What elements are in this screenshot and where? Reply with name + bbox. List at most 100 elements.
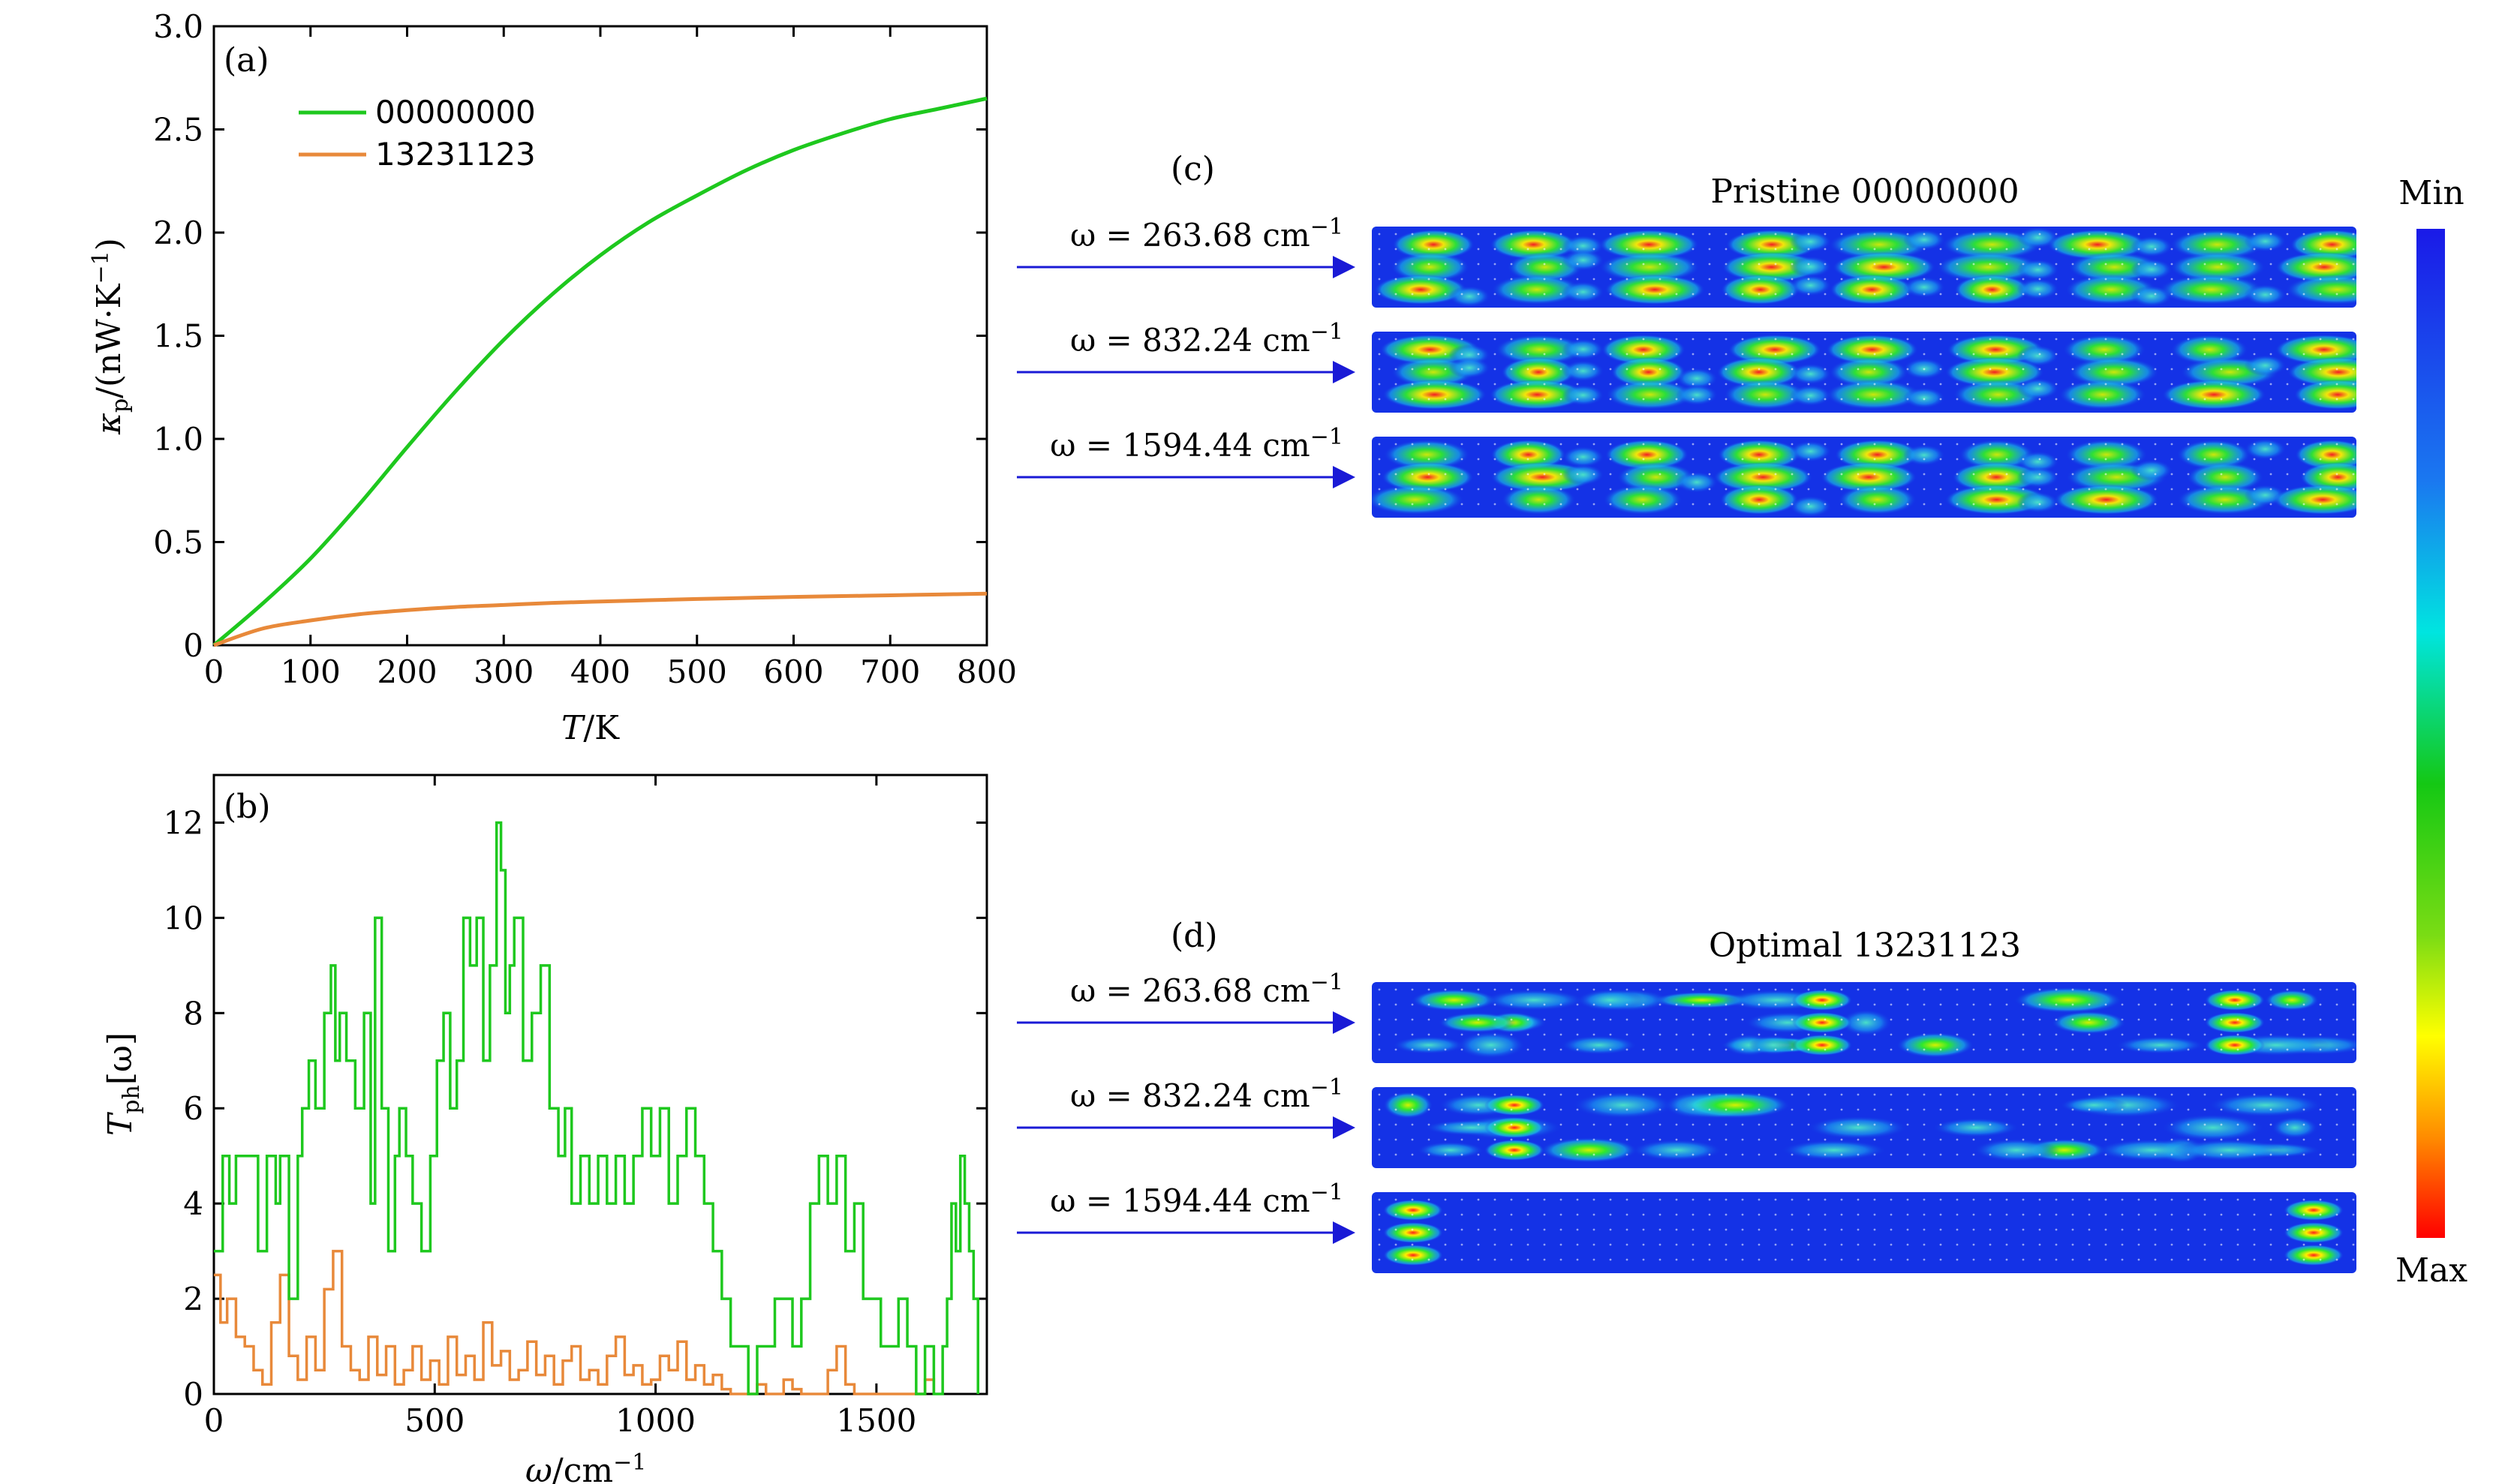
atom-dot (1890, 488, 1893, 491)
atom-dot (1956, 488, 1959, 491)
atom-dot (1625, 503, 1628, 506)
omega-label: ω = 1594.44 cm−1 (1050, 424, 1343, 464)
atom-dot (1510, 458, 1513, 461)
atom-dot (1592, 1003, 1595, 1006)
atom-dot (2005, 278, 2008, 281)
atom-dot (1477, 443, 1480, 446)
atom-dot (1708, 488, 1711, 491)
atom-dot (2352, 1228, 2355, 1231)
atom-dot (2154, 1003, 2157, 1006)
atom-dot (1857, 1213, 1860, 1216)
atom-dot (1394, 1153, 1397, 1156)
atom-dot (1692, 1018, 1695, 1021)
atom-dot (1989, 1213, 1992, 1216)
atom-dot (1526, 338, 1529, 341)
atom-dot (1510, 338, 1513, 341)
atom-dot (1658, 1153, 1661, 1156)
atom-dot (1526, 293, 1529, 296)
atom-dot (1741, 488, 1744, 491)
atom-dot (2319, 1093, 2322, 1096)
atom-dot (1576, 503, 1579, 506)
atom-dot (2005, 383, 2008, 386)
atom-dot (1543, 443, 1546, 446)
atom-dot (1989, 233, 1992, 236)
atom-dot (1807, 383, 1810, 386)
atom-dot (1873, 368, 1876, 371)
hotspot (2275, 252, 2356, 282)
atom-dot (2055, 1243, 2058, 1246)
atom-dot (2220, 1123, 2223, 1126)
atom-dot (2121, 1123, 2124, 1126)
atom-dot (1873, 383, 1876, 386)
atom-dot (2038, 473, 2041, 476)
hotspot (1724, 380, 1807, 410)
atom-dot (1741, 353, 1744, 356)
atom-dot (1576, 1258, 1579, 1261)
atom-dot (1890, 988, 1893, 991)
atom-dot (1609, 1198, 1612, 1201)
atom-dot (1741, 1153, 1744, 1156)
atom-dot (1824, 338, 1827, 341)
atom-dot (1807, 443, 1810, 446)
atom-dot (1543, 368, 1546, 371)
atom-dot (2071, 988, 2074, 991)
atom-dot (1741, 1108, 1744, 1111)
atom-dot (1559, 473, 1562, 476)
atom-dot (1378, 1093, 1381, 1096)
atom-dot (2253, 353, 2256, 356)
atom-dot (1774, 1243, 1777, 1246)
atom-dot (2187, 1138, 2190, 1141)
atom-dot (2236, 278, 2239, 281)
atom-dot (1824, 1108, 1827, 1111)
atom-dot (1576, 353, 1579, 356)
atom-dot (2170, 488, 2173, 491)
atom-dot (1840, 1093, 1843, 1096)
x-tick-label: 500 (667, 653, 727, 690)
atom-dot (2319, 1003, 2322, 1006)
atom-dot (2236, 1243, 2239, 1246)
atom-dot (1642, 473, 1645, 476)
atom-dot (1939, 383, 1942, 386)
atom-dot (2302, 1108, 2305, 1111)
atom-dot (2137, 383, 2140, 386)
atom-dot (1543, 1123, 1546, 1126)
atom-dot (2121, 398, 2124, 401)
atom-dot (1824, 1153, 1827, 1156)
atom-dot (1576, 248, 1579, 251)
atom-dot (2286, 473, 2289, 476)
atom-dot (1692, 233, 1695, 236)
atom-dot (1824, 503, 1827, 506)
atom-dot (1923, 278, 1926, 281)
atom-dot (1378, 293, 1381, 296)
atom-dot (2253, 988, 2256, 991)
atom-dot (1411, 1033, 1414, 1036)
atom-dot (1989, 1228, 1992, 1231)
atom-dot (1394, 233, 1397, 236)
atom-dot (1576, 1153, 1579, 1156)
atom-dot (2236, 1003, 2239, 1006)
atom-dot (1873, 338, 1876, 341)
atom-dot (1543, 1228, 1546, 1231)
atom-dot (1609, 368, 1612, 371)
atom-dot (2071, 1108, 2074, 1111)
hotspot (1728, 335, 1822, 365)
atom-dot (1906, 988, 1909, 991)
atom-dot (1526, 1003, 1529, 1006)
atom-dot (2005, 248, 2008, 251)
atom-dot (1923, 1138, 1926, 1141)
atom-dot (2319, 1243, 2322, 1246)
atom-dot (1873, 353, 1876, 356)
atom-dot (2302, 263, 2305, 266)
atom-dot (1592, 1093, 1595, 1096)
atom-dot (1807, 1138, 1810, 1141)
atom-dot (1791, 398, 1794, 401)
atom-dot (1460, 488, 1463, 491)
atom-dot (1675, 1228, 1678, 1231)
atom-dot (2137, 1003, 2140, 1006)
atom-dot (2335, 988, 2338, 991)
atom-dot (1725, 1258, 1728, 1261)
atom-dot (2286, 458, 2289, 461)
atom-dot (1675, 1048, 1678, 1051)
atom-dot (2170, 1258, 2173, 1261)
atom-dot (1741, 368, 1744, 371)
